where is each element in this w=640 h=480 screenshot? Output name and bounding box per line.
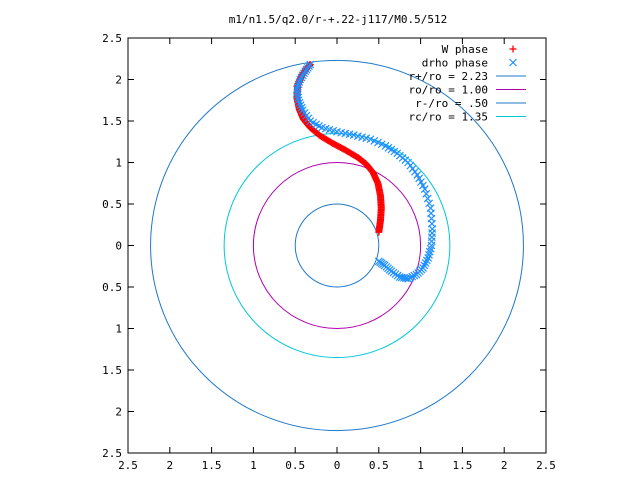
drho-phase-point [399,273,408,282]
drho-phase-point [337,128,346,137]
drho-phase-point [296,75,305,84]
drho-phase-point [294,96,303,105]
x-tick-label: 2.5 [118,459,138,472]
drho-phase-point [333,127,341,136]
y-tick-label: 2 [115,406,122,419]
y-tick-label: 0 [115,240,122,253]
x-tick-label: 2 [166,459,173,472]
drho-phase-point [309,118,318,127]
drho-phase-point [325,125,334,134]
legend-marker [509,58,517,67]
drho-phase-point [321,124,330,133]
x-tick-label: 1.5 [202,459,222,472]
chart-title: m1/n1.5/q2.0/r-+.22-j117/M0.5/512 [229,13,448,26]
drho-phase-point [341,129,350,138]
drho-phase-point [362,134,371,143]
y-tick-label: 2.5 [102,32,122,45]
drho-phase-point [417,178,425,186]
drho-phase-point [358,133,367,142]
drho-phase-point [306,117,315,125]
drho-phase-point [410,271,419,280]
drho-phase-point [315,122,323,130]
drho-phase-point [329,126,338,135]
drho-phase-point [412,270,421,279]
drho-phase-point [295,98,304,107]
drho-phase-point [423,194,432,203]
drho-phase-point [345,130,354,139]
x-tick-label: 1 [250,459,257,472]
drho-phase-point [413,171,422,179]
x-tick-label: 0 [334,459,341,472]
drho-phase-point [294,80,303,89]
y-tick-label: 1 [115,323,122,336]
x-tick-label: 0.5 [369,459,389,472]
drho-phase-point [384,143,393,152]
x-axis: 2.5 2 1.5 1 0.5 0 0.5 1 1.5 2 2.5 [118,38,556,472]
y-tick-label: 2 [115,74,122,87]
circle-r-2 [150,59,524,432]
legend-label: W phase [442,43,488,56]
circle-r-3 [252,162,422,329]
drho-phase-point [366,135,375,144]
y-tick-label: 2.5 [102,447,122,460]
y-tick-label: 0.5 [102,281,122,294]
legend-label: r+/ro = 2.23 [409,70,488,83]
drho-phase-point [402,274,410,283]
x-tick-label: 0.5 [285,459,305,472]
drho-phase-point [420,185,429,193]
drho-phase-point [297,103,306,112]
points-layer [292,60,437,283]
circle-r-5 [223,132,451,359]
drho-phase-point [296,101,305,110]
drho-phase-point [381,141,390,150]
drho-phase-point [377,140,386,149]
x-tick-label: 2.5 [536,459,556,472]
drho-phase-point [318,123,326,132]
drho-phase-point [294,93,303,102]
drho-phase-point [397,273,406,282]
drho-phase-point [374,138,382,147]
drho-phase-point [422,189,431,198]
drho-phase-point [370,136,379,145]
y-tick-label: 0.5 [102,198,122,211]
drho-phase-point [425,199,434,208]
drho-phase-point [312,120,321,129]
drho-phase-point [404,274,412,283]
drho-phase-point [295,78,304,86]
y-tick-label: 1.5 [102,115,122,128]
drho-phase-point [415,174,424,183]
legend-label: r-/ro = .50 [415,97,488,110]
drho-phase-point [349,131,358,140]
drho-phase-point [422,256,431,265]
drho-phase-point [390,147,399,156]
x-tick-label: 1.5 [452,459,472,472]
y-tick-label: 1.5 [102,364,122,377]
legend-label: ro/ro = 1.00 [409,84,488,97]
drho-phase-point [374,257,383,266]
legend-label: drho phase [422,57,488,70]
legend-label: rc/ro = 1.35 [409,111,488,124]
drho-phase-point [424,254,433,262]
y-axis: 2.5 2 1.5 1 0.5 0 0.5 1 1.5 2 2.5 [102,32,546,460]
drho-phase-point [353,132,362,141]
x-tick-label: 2 [501,459,508,472]
drho-phase-point [418,181,427,190]
drho-phase-point [387,145,396,154]
circle-r-4 [294,203,380,288]
circles-layer [150,59,524,432]
drho-phase-point [408,272,417,281]
drho-phase-point [420,261,429,270]
x-tick-label: 1 [417,459,424,472]
drho-phase-point [421,259,430,267]
y-tick-label: 1 [115,157,122,170]
drho-phase-point [293,83,302,91]
